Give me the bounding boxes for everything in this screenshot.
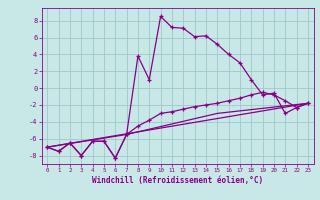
X-axis label: Windchill (Refroidissement éolien,°C): Windchill (Refroidissement éolien,°C) bbox=[92, 176, 263, 185]
